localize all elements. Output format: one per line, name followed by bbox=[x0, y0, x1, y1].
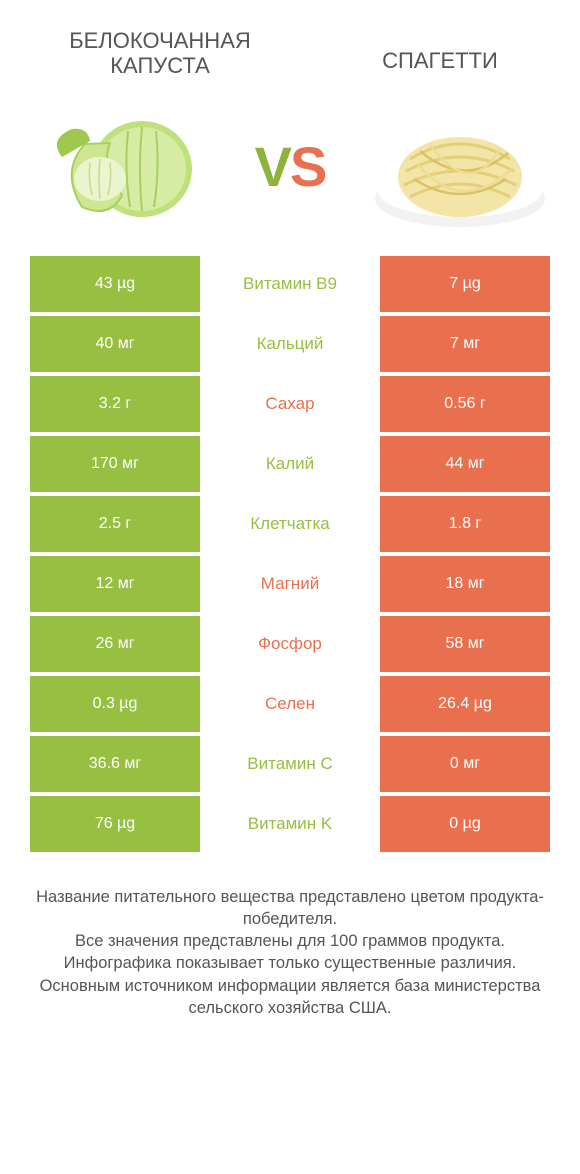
nutrient-name: Сахар bbox=[200, 376, 380, 432]
nutrient-name: Кальций bbox=[200, 316, 380, 372]
comparison-table: 43 µgВитамин B97 µg40 мгКальций7 мг3.2 г… bbox=[0, 254, 580, 852]
table-row: 36.6 мгВитамин C0 мг bbox=[30, 736, 550, 792]
value-right: 0 µg bbox=[380, 796, 550, 852]
value-left: 76 µg bbox=[30, 796, 200, 852]
footer-notes: Название питательного вещества представл… bbox=[0, 856, 580, 1020]
value-left: 26 мг bbox=[30, 616, 200, 672]
nutrient-name: Витамин B9 bbox=[200, 256, 380, 312]
value-left: 2.5 г bbox=[30, 496, 200, 552]
table-row: 12 мгМагний18 мг bbox=[30, 556, 550, 612]
value-left: 3.2 г bbox=[30, 376, 200, 432]
nutrient-name: Витамин C bbox=[200, 736, 380, 792]
nutrient-name: Фосфор bbox=[200, 616, 380, 672]
value-right: 0.56 г bbox=[380, 376, 550, 432]
food-image-right bbox=[370, 99, 550, 234]
table-row: 26 мгФосфор58 мг bbox=[30, 616, 550, 672]
food-title-left: БЕЛОКОЧАННАЯКАПУСТА bbox=[40, 28, 280, 79]
footer-line: Все значения представлены для 100 граммо… bbox=[30, 930, 550, 952]
nutrient-name: Селен bbox=[200, 676, 380, 732]
table-row: 76 µgВитамин K0 µg bbox=[30, 796, 550, 852]
nutrient-name: Витамин K bbox=[200, 796, 380, 852]
value-left: 36.6 мг bbox=[30, 736, 200, 792]
value-left: 0.3 µg bbox=[30, 676, 200, 732]
nutrient-name: Магний bbox=[200, 556, 380, 612]
table-row: 2.5 гКлетчатка1.8 г bbox=[30, 496, 550, 552]
food-image-left bbox=[30, 99, 210, 234]
footer-line: Инфографика показывает только существенн… bbox=[30, 952, 550, 974]
table-row: 0.3 µgСелен26.4 µg bbox=[30, 676, 550, 732]
table-row: 43 µgВитамин B97 µg bbox=[30, 256, 550, 312]
value-right: 44 мг bbox=[380, 436, 550, 492]
value-left: 40 мг bbox=[30, 316, 200, 372]
header: БЕЛОКОЧАННАЯКАПУСТА СПАГЕТТИ bbox=[0, 0, 580, 89]
food-title-right: СПАГЕТТИ bbox=[340, 48, 540, 73]
images-row: VS bbox=[0, 89, 580, 254]
table-row: 3.2 гСахар0.56 г bbox=[30, 376, 550, 432]
nutrient-name: Клетчатка bbox=[200, 496, 380, 552]
footer-line: Основным источником информации является … bbox=[30, 975, 550, 1020]
value-right: 1.8 г bbox=[380, 496, 550, 552]
value-left: 12 мг bbox=[30, 556, 200, 612]
vs-label: VS bbox=[255, 134, 326, 199]
value-right: 26.4 µg bbox=[380, 676, 550, 732]
value-left: 170 мг bbox=[30, 436, 200, 492]
value-right: 0 мг bbox=[380, 736, 550, 792]
value-left: 43 µg bbox=[30, 256, 200, 312]
table-row: 170 мгКалий44 мг bbox=[30, 436, 550, 492]
table-row: 40 мгКальций7 мг bbox=[30, 316, 550, 372]
value-right: 18 мг bbox=[380, 556, 550, 612]
nutrient-name: Калий bbox=[200, 436, 380, 492]
value-right: 58 мг bbox=[380, 616, 550, 672]
value-right: 7 мг bbox=[380, 316, 550, 372]
value-right: 7 µg bbox=[380, 256, 550, 312]
footer-line: Название питательного вещества представл… bbox=[30, 886, 550, 931]
